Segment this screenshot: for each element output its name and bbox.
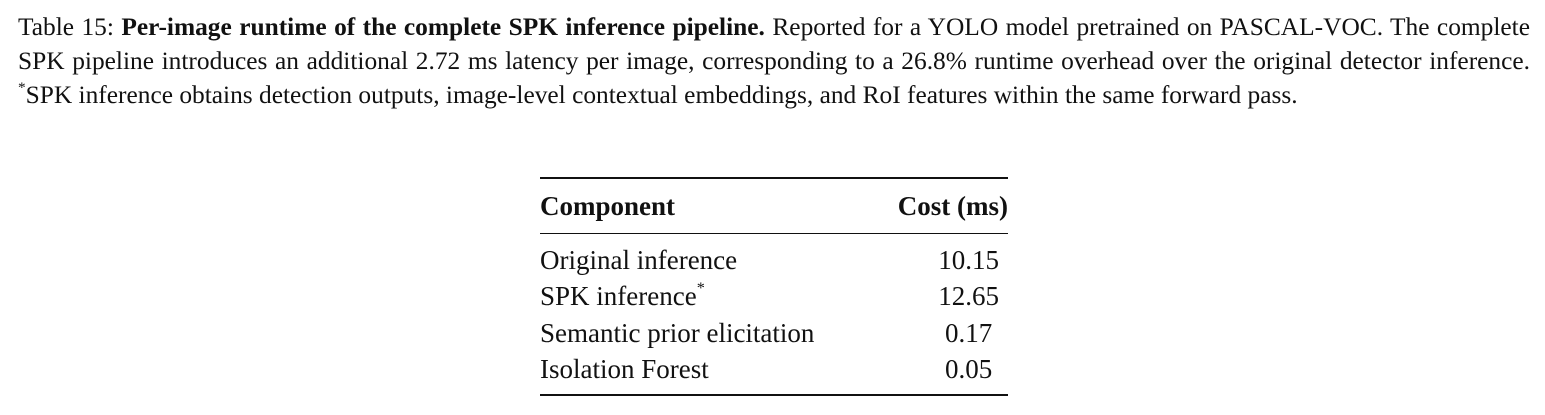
table-row: SPK inference* 12.65 [540, 279, 1008, 316]
header-cell: Component [540, 190, 676, 221]
component-name: SPK inference [540, 281, 697, 312]
caption-title: Per-image runtime of the complete SPK in… [121, 13, 765, 41]
component-cell: Semantic prior elicitation [540, 315, 849, 352]
header-row: Component Cost (ms) [540, 178, 1008, 234]
caption-text: Reported for a YOLO model pretrained on … [18, 13, 1530, 75]
caption-label: Table 15: [18, 13, 114, 41]
component-name: Original inference [540, 244, 738, 275]
cost-cell: 12.65 [938, 281, 1000, 312]
footnote-mark: * [18, 78, 26, 96]
cost-cell: 0.17 [945, 317, 993, 348]
caption-footnote: SPK inference obtains detection outputs,… [25, 81, 1298, 109]
table-body: Original inference 10.15 SPK inference* 12.… [540, 234, 1008, 396]
table-row: Original inference 10.15 [540, 234, 1008, 279]
component-name: Isolation Forest [540, 354, 709, 385]
component-cell: Original inference [540, 234, 849, 279]
cost-cell: 0.05 [945, 354, 993, 385]
footnote-mark: * [696, 279, 705, 298]
runtime-table: Component Cost (ms) Original inference 10… [540, 177, 1008, 396]
component-cell: Isolation Forest [540, 352, 849, 396]
component-name: Semantic prior elicitation [540, 317, 815, 348]
cost-cell: 10.15 [938, 244, 1000, 275]
component-cell: SPK inference* [540, 279, 849, 316]
table-row: Isolation Forest 0.05 [540, 352, 1008, 396]
table-row: Semantic prior elicitation 0.17 [540, 315, 1008, 352]
table-caption: Table 15: Per-image runtime of the compl… [18, 10, 1530, 116]
header-cell: Cost (ms) [897, 190, 1008, 221]
